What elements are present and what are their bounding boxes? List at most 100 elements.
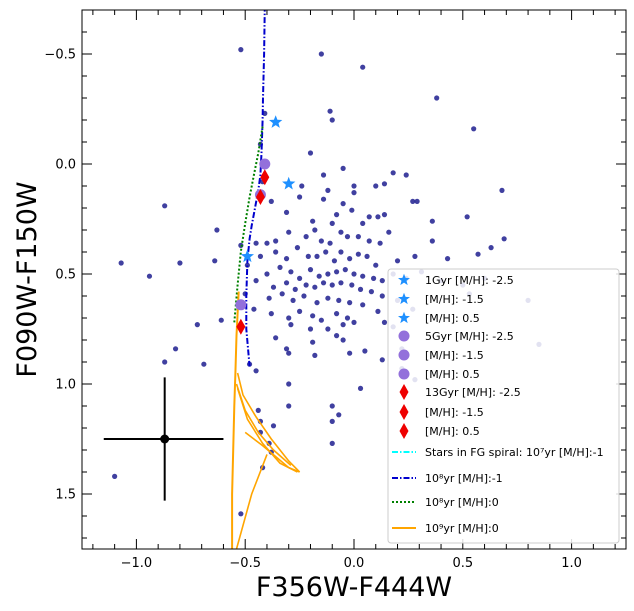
star-point xyxy=(360,220,366,226)
star-point xyxy=(201,361,207,367)
star-point xyxy=(318,317,324,323)
star-point xyxy=(310,339,316,345)
legend-entry-label: [M/H]: -1.5 xyxy=(425,406,484,419)
star-point xyxy=(301,293,307,299)
legend-entry-label: [M/H]: 0.5 xyxy=(425,368,480,381)
star-point xyxy=(253,240,259,246)
star-point xyxy=(379,278,385,284)
star-point xyxy=(251,306,257,312)
star-point xyxy=(283,256,290,262)
star-point xyxy=(288,269,294,275)
star-point xyxy=(294,245,301,251)
error-bar-point xyxy=(160,434,170,444)
star-point xyxy=(360,64,366,70)
star-point xyxy=(286,381,292,387)
star-point xyxy=(112,473,118,479)
star-point xyxy=(257,253,264,259)
legend-circle-marker xyxy=(398,349,410,361)
legend-entry-label: 1Gyr [M/H]: -2.5 xyxy=(425,274,514,287)
legend-entry-label: 13Gyr [M/H]: -2.5 xyxy=(425,386,521,399)
star-point xyxy=(314,253,320,259)
star-point xyxy=(375,214,381,220)
legend-circle-marker xyxy=(398,368,410,380)
star-point xyxy=(329,418,335,424)
star-point xyxy=(273,335,279,341)
star-point xyxy=(379,293,385,299)
star-point xyxy=(325,271,331,277)
star-point xyxy=(338,280,344,286)
star-point xyxy=(303,234,309,240)
legend-entry-label: Stars in FG spiral: 10⁷yr [M/H]:-1 xyxy=(425,446,604,459)
star-point xyxy=(362,348,368,354)
star-point xyxy=(386,229,392,235)
star-point xyxy=(370,275,377,281)
model-star-marker xyxy=(269,115,283,128)
star-point xyxy=(390,170,396,176)
star-point xyxy=(325,295,331,301)
y-tick-label: 1.5 xyxy=(55,488,76,503)
star-point xyxy=(286,403,292,409)
model-circle-marker xyxy=(235,299,247,311)
star-point xyxy=(310,218,316,224)
star-point xyxy=(283,209,290,215)
legend: 1Gyr [M/H]: -2.5 [M/H]: -1.5 [M/H]: 0.5 5Gy… xyxy=(387,268,620,544)
star-point xyxy=(264,240,270,246)
model-star-marker xyxy=(282,176,296,190)
legend-diamond-marker xyxy=(399,404,409,420)
star-point xyxy=(299,183,305,189)
star-point xyxy=(373,262,379,268)
star-point xyxy=(329,220,335,226)
star-point xyxy=(268,311,274,317)
star-point xyxy=(270,284,277,290)
legend-entry-label: 5Gyr [M/H]: -2.5 xyxy=(425,330,514,343)
star-point xyxy=(333,212,340,218)
star-point xyxy=(333,333,340,339)
background-stars xyxy=(112,47,542,517)
star-point xyxy=(320,280,327,286)
star-point xyxy=(327,240,333,246)
star-point xyxy=(403,172,409,178)
star-point xyxy=(434,95,440,101)
star-point xyxy=(270,423,277,429)
star-point xyxy=(351,271,357,277)
star-point xyxy=(349,207,355,213)
star-point xyxy=(333,269,340,275)
x-axis-label: F356W-F444W xyxy=(256,572,452,603)
star-point xyxy=(368,289,375,295)
star-point xyxy=(347,256,353,262)
star-point xyxy=(255,407,261,413)
legend-entry-label: 10⁸yr [M/H]:-1 xyxy=(425,472,503,485)
star-point xyxy=(253,278,259,284)
star-point xyxy=(444,256,451,262)
star-point xyxy=(279,291,285,297)
y-tick-label: 0.5 xyxy=(55,268,76,283)
star-point xyxy=(355,234,361,240)
star-point xyxy=(373,183,379,189)
star-point xyxy=(412,253,418,259)
star-point xyxy=(238,511,244,517)
star-point xyxy=(381,181,388,187)
star-point xyxy=(488,245,494,251)
x-tick-label: 1.0 xyxy=(561,556,582,571)
star-point xyxy=(329,117,335,123)
legend-diamond-marker xyxy=(399,384,409,400)
x-tick-label: −1.0 xyxy=(121,556,153,571)
star-point xyxy=(244,262,250,268)
star-point xyxy=(336,297,342,303)
star-point xyxy=(162,203,168,209)
star-point xyxy=(253,368,259,374)
star-point xyxy=(394,258,401,264)
legend-entry-label: 10⁸yr [M/H]:0 xyxy=(425,496,499,509)
x-tick-label: −0.5 xyxy=(229,556,261,571)
star-point xyxy=(238,47,244,53)
star-point xyxy=(329,440,335,446)
star-point xyxy=(297,275,303,281)
star-point xyxy=(342,267,348,273)
star-point xyxy=(312,352,318,358)
star-point xyxy=(357,385,364,391)
legend-circle-marker xyxy=(398,330,410,342)
star-point xyxy=(266,295,272,301)
star-point xyxy=(307,326,314,332)
star-point xyxy=(364,253,370,259)
star-point xyxy=(268,198,274,204)
